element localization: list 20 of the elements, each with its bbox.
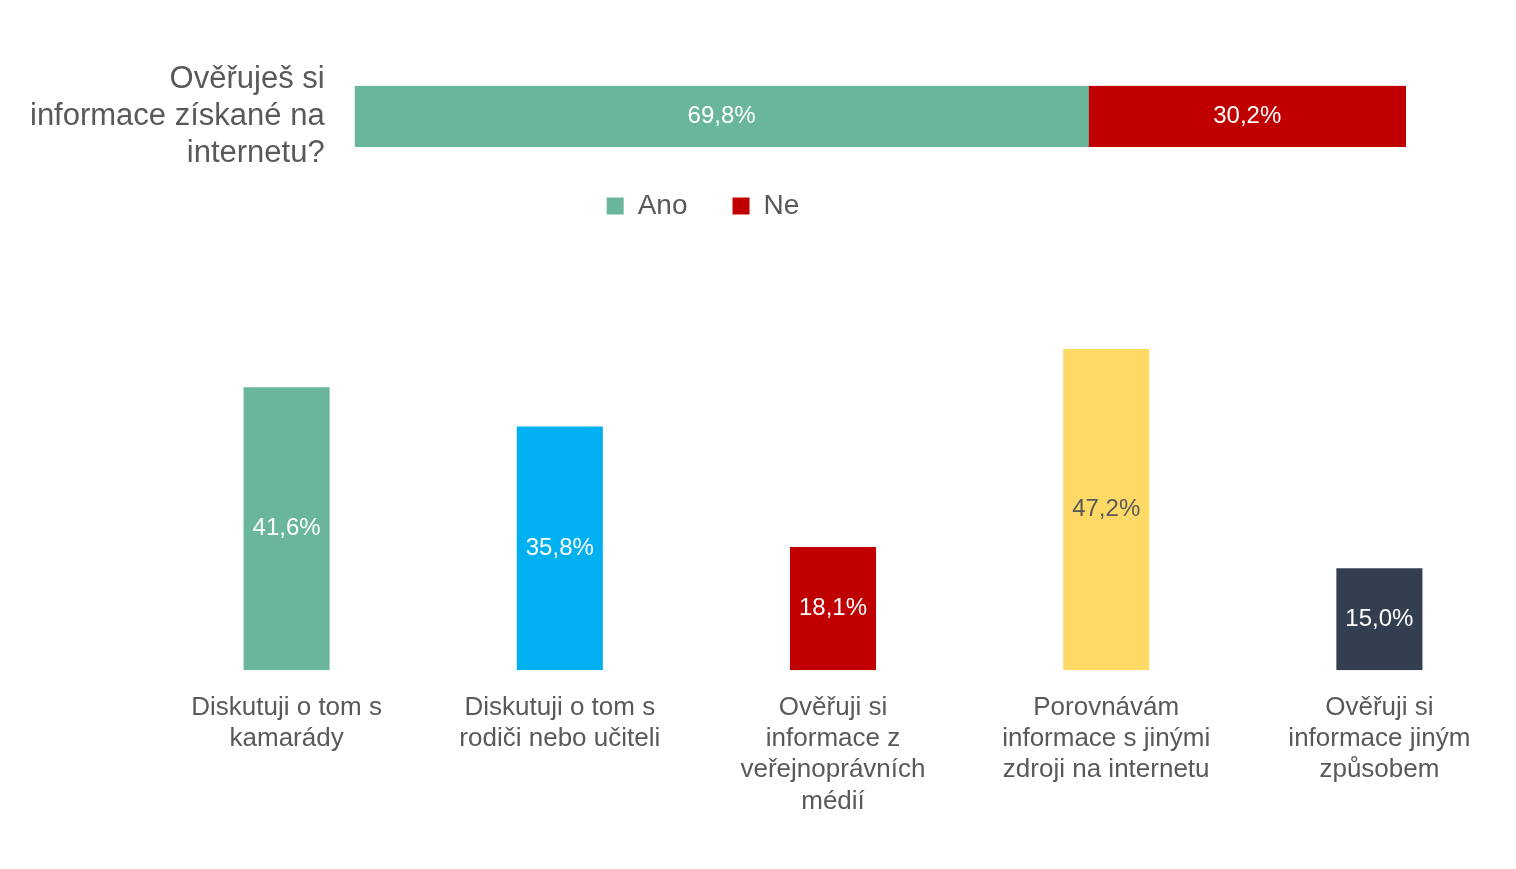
x-tick-label: Ověřuji si informace jiným způsobem xyxy=(1288,690,1471,784)
legend-label: Ano xyxy=(637,188,688,220)
x-tick-label: Ověřuji si informace z veřejnoprávních médií xyxy=(740,690,926,815)
y-tick-label: Ověřuješ si informace získané na internetu? xyxy=(30,59,326,170)
bar xyxy=(243,387,330,671)
data-label: 35,8% xyxy=(525,533,594,561)
bar xyxy=(1336,568,1423,671)
data-label: 30,2% xyxy=(1213,101,1282,129)
data-label: 15,0% xyxy=(1345,603,1414,631)
data-label: 69,8% xyxy=(687,101,756,129)
x-tick-label: Diskutuji o tom s rodiči nebo učiteli xyxy=(459,690,661,753)
data-label: 41,6% xyxy=(252,513,321,541)
bar xyxy=(789,547,877,671)
bar xyxy=(1063,349,1150,671)
x-tick-label: Diskutuji o tom s kamarády xyxy=(191,690,382,753)
data-label: 47,2% xyxy=(1072,494,1141,522)
x-tick-label: Porovnávám informace s jinými zdroji na internetu xyxy=(1002,690,1211,784)
data-label: 18,1% xyxy=(798,593,868,621)
bar xyxy=(516,426,603,671)
legend-label: Ne xyxy=(763,188,800,220)
